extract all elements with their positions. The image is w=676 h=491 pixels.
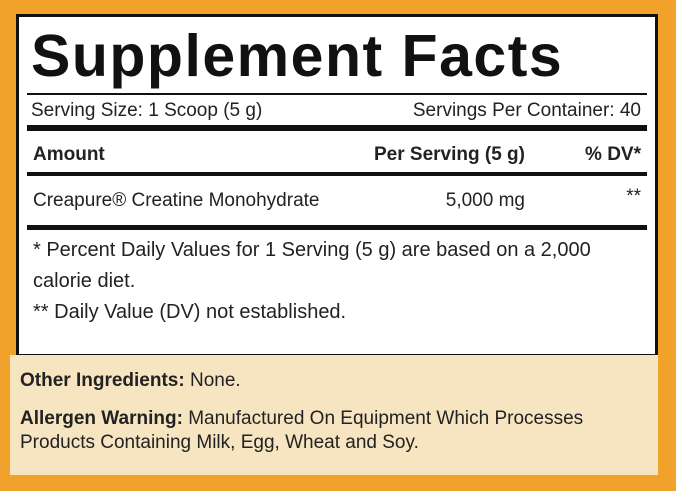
other-ingredients-text: None.: [189, 370, 241, 391]
allergen-label: Allergen Warning:: [20, 408, 183, 429]
facts-panel: Supplement Facts Serving Size: 1 Scoop (…: [16, 14, 658, 357]
allergen-text: Manufactured On Equipment Which Processe…: [20, 408, 584, 453]
header-per-serving: Per Serving (5 g): [374, 144, 525, 165]
other-ingredients: Other Ingredients: None.: [20, 369, 640, 393]
rule: [27, 172, 647, 176]
other-info: Other Ingredients: None. Allergen Warnin…: [10, 355, 658, 475]
allergen-warning: Allergen Warning: Manufactured On Equipm…: [20, 407, 640, 455]
rule: [27, 125, 647, 131]
header-dv: % DV*: [585, 144, 641, 165]
header-amount: Amount: [33, 144, 105, 165]
footnote: ** Daily Value (DV) not established.: [33, 301, 347, 323]
other-ingredients-label: Other Ingredients:: [20, 370, 185, 391]
rule: [27, 93, 647, 95]
footnotes: * Percent Daily Values for 1 Serving (5 …: [33, 235, 633, 328]
ingredient-name: Creapure® Creatine Monohydrate: [33, 190, 320, 211]
ingredient-dv: **: [626, 186, 641, 207]
footnote: * Percent Daily Values for 1 Serving (5 …: [33, 239, 591, 292]
rule: [27, 225, 647, 230]
facts-title: Supplement Facts: [31, 23, 564, 89]
servings-per-container: Servings Per Container: 40: [412, 100, 641, 121]
ingredient-amount: 5,000 mg: [445, 190, 525, 211]
serving-size: Serving Size: 1 Scoop (5 g): [31, 100, 263, 121]
